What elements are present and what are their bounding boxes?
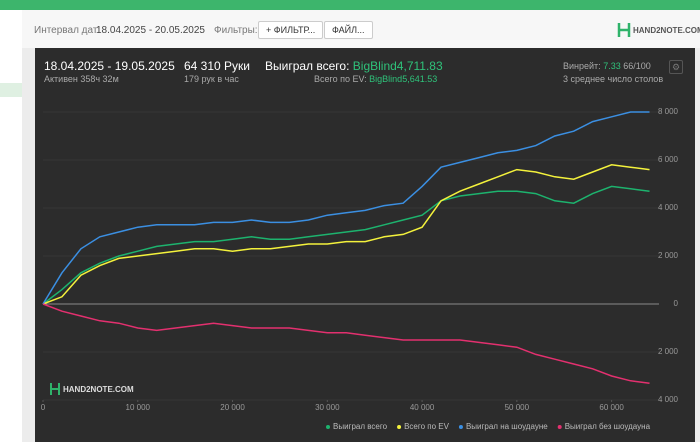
won-label: Выиграл всего:: [265, 59, 350, 73]
legend-marker: [458, 425, 463, 429]
legend-label: Всего по EV: [404, 422, 450, 431]
x-tick-label: 30 000: [315, 403, 340, 412]
winrate-unit: 66/100: [623, 61, 651, 71]
series-line: [42, 111, 650, 305]
filters-label: Фильтры:: [214, 25, 258, 36]
legend-marker: [326, 425, 330, 429]
y-tick-label: 2 000: [658, 251, 679, 260]
x-tick-label: 0: [41, 403, 46, 412]
winrate-value: 7.33: [603, 61, 621, 71]
ev-label: Всего по EV:: [314, 74, 367, 84]
legend-label: Выиграл без шоудауна: [565, 422, 651, 431]
y-tick-label: 6 000: [658, 155, 679, 164]
ev-total: Всего по EV: BigBlind5,641.53: [314, 74, 437, 84]
y-tick-label: 8 000: [658, 107, 679, 116]
logo-icon: [617, 23, 631, 37]
sidebar-row: [0, 83, 22, 97]
won-total: Выиграл всего: BigBlind4,711.83: [265, 59, 443, 73]
legend-marker: [397, 425, 402, 429]
won-value: BigBlind4,711.83: [352, 59, 443, 73]
logo: HAND2NOTE.COM: [633, 26, 700, 35]
winrate-label: Винрейт:: [563, 61, 601, 71]
avg-tables: 3 среднее число столов: [563, 74, 664, 84]
active-time: Активен 358ч 32м: [44, 74, 119, 84]
top-bar: [0, 0, 700, 10]
legend-label: Выиграл на шоудауне: [466, 422, 548, 431]
hands-per-hour: 179 рук в час: [184, 74, 239, 84]
settings-button[interactable]: ⚙: [669, 60, 683, 74]
filter-button-text: ФИЛЬТР...: [273, 25, 316, 35]
x-tick-label: 60 000: [599, 403, 624, 412]
sidebar: [0, 10, 22, 442]
winrate: Винрейт: 7.33 66/100: [563, 61, 651, 71]
series-line: [42, 164, 650, 305]
y-tick-label: 4 000: [658, 395, 679, 404]
x-tick-label: 20 000: [220, 403, 245, 412]
ev-value: BigBlind5,641.53: [369, 74, 438, 84]
y-tick-label: 4 000: [658, 203, 679, 212]
legend-marker: [557, 425, 562, 429]
date-value[interactable]: 18.04.2025 - 20.05.2025: [96, 25, 205, 36]
file-button[interactable]: ФАЙЛ...: [324, 21, 373, 39]
x-tick-label: 40 000: [410, 403, 435, 412]
chart-panel: [35, 48, 695, 442]
y-tick-label: 2 000: [658, 347, 679, 356]
filter-button[interactable]: + ФИЛЬТР...: [258, 21, 324, 39]
series-line: [42, 303, 650, 384]
date-label: Интервал дат:: [34, 25, 101, 36]
x-tick-label: 10 000: [126, 403, 151, 412]
x-tick-label: 50 000: [505, 403, 530, 412]
legend-label: Выиграл всего: [333, 422, 388, 431]
series-line: [42, 185, 650, 305]
hands: 64 310 Руки: [184, 59, 250, 73]
watermark-icon: [50, 383, 60, 395]
y-tick-label: 0: [674, 299, 679, 308]
period: 18.04.2025 - 19.05.2025: [44, 59, 175, 73]
watermark: HAND2NOTE.COM: [63, 385, 134, 394]
